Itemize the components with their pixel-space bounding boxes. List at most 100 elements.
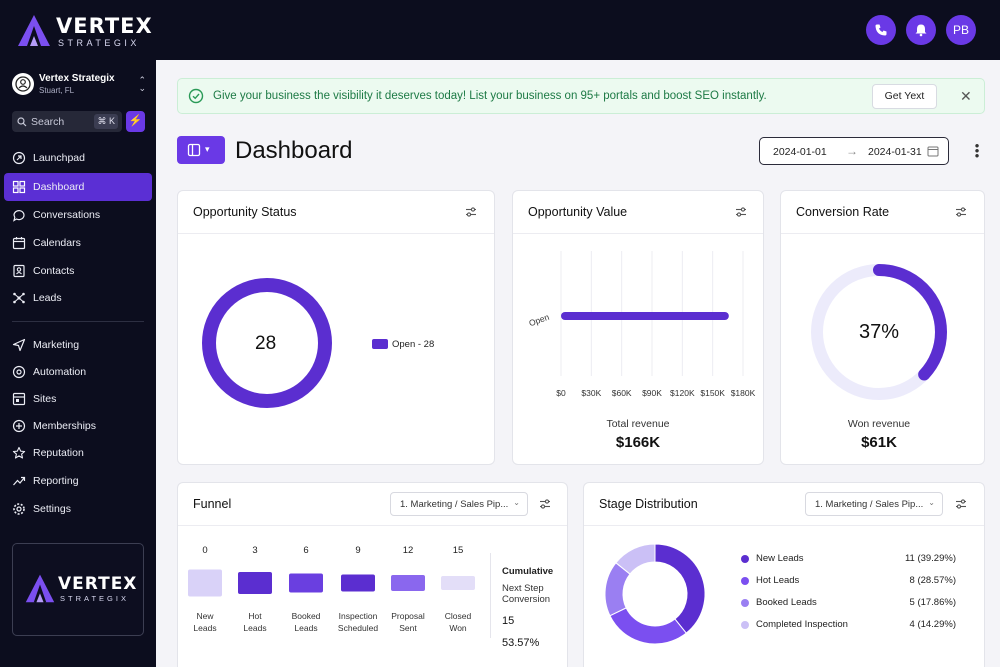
stage-slice[interactable]: [609, 607, 687, 645]
card-title: Conversion Rate: [796, 205, 890, 219]
pipeline-select[interactable]: 1. Marketing / Sales Pip... ⌄: [805, 492, 943, 516]
funnel-category-label: Leads: [193, 623, 216, 633]
card-brand-name: VERTEX: [58, 574, 138, 594]
brand-tagline: STRATEGIX: [58, 38, 140, 48]
quick-action-button[interactable]: ⚡: [126, 111, 145, 132]
sidebar-item-marketing[interactable]: Marketing: [4, 331, 152, 359]
pipeline-select-value: 1. Marketing / Sales Pip...: [400, 499, 509, 510]
funnel-category-label: Inspection: [339, 611, 378, 621]
conversion-rate-card: Conversion Rate 37% Won revenue $61K: [780, 190, 985, 465]
cumulative-value: 15: [502, 615, 515, 627]
arrow-right-icon: →: [846, 144, 858, 158]
x-tick-label: $120K: [670, 388, 695, 398]
filter-settings-icon[interactable]: [465, 206, 477, 218]
chevron-down-icon: ⌄: [513, 498, 520, 507]
sidebar-item-leads[interactable]: Leads: [4, 284, 152, 312]
filter-settings-icon[interactable]: [539, 498, 551, 510]
sidebar-item-label: Reputation: [33, 447, 84, 459]
sidebar-item-settings[interactable]: Settings: [4, 495, 152, 523]
funnel-bar[interactable]: [391, 575, 425, 591]
funnel-bar[interactable]: [188, 569, 222, 597]
card-divider: [513, 233, 763, 234]
sidebar-item-memberships[interactable]: Memberships: [4, 412, 152, 440]
brand-name: VERTEX: [56, 14, 153, 38]
get-yext-button[interactable]: Get Yext: [872, 84, 937, 109]
sidebar-item-contacts[interactable]: Contacts: [4, 257, 152, 285]
x-tick-label: $150K: [700, 388, 725, 398]
funnel-bar[interactable]: [238, 572, 272, 594]
view-switcher-button[interactable]: ▾: [177, 136, 225, 164]
date-range-picker[interactable]: 2024-01-01 → 2024-01-31: [759, 137, 949, 165]
gauge-value-arc[interactable]: [811, 264, 947, 400]
user-avatar-button[interactable]: PB: [946, 15, 976, 45]
legend-dot: [741, 621, 749, 629]
leads-icon: [13, 292, 25, 304]
card-divider: [584, 525, 984, 526]
sidebar-item-launchpad[interactable]: Launchpad: [4, 144, 152, 172]
card-title: Opportunity Status: [193, 205, 297, 219]
funnel-bar[interactable]: [341, 574, 375, 592]
notifications-button[interactable]: [906, 15, 936, 45]
search-box[interactable]: Search ⌘ K: [12, 111, 122, 132]
card-brand-tagline: STRATEGIX: [60, 594, 129, 603]
funnel-category-label: Won: [449, 623, 467, 633]
sidebar-item-label: Leads: [33, 292, 62, 304]
stage-slice[interactable]: [654, 543, 706, 634]
sidebar-item-dashboard[interactable]: Dashboard: [4, 173, 152, 201]
sidebar-item-label: Reporting: [33, 475, 79, 487]
sidebar-item-reputation[interactable]: Reputation: [4, 439, 152, 467]
sidebar-item-calendars[interactable]: Calendars: [4, 229, 152, 257]
phone-icon: [875, 24, 887, 36]
filter-settings-icon[interactable]: [735, 206, 747, 218]
sidebar-item-label: Sites: [33, 393, 57, 405]
sidebar: VERTEX STRATEGIX Vertex Strategix Stuart…: [0, 0, 156, 667]
more-options-icon[interactable]: • • •: [974, 138, 980, 163]
funnel-category-label: New: [196, 611, 214, 621]
account-switcher[interactable]: Vertex Strategix Stuart, FL ⌃ ⌄: [12, 70, 146, 100]
donut-slice-open[interactable]: [202, 278, 332, 408]
funnel-category-label: Leads: [243, 623, 266, 633]
funnel-bar[interactable]: [289, 573, 323, 593]
next-step-conversion-label: Next Step Conversion: [502, 583, 551, 605]
sidebar-item-label: Marketing: [33, 339, 80, 351]
won-revenue-label: Won revenue: [847, 418, 911, 430]
funnel-category-label: Sent: [399, 623, 417, 633]
vertex-logo-icon: [25, 574, 55, 603]
dashboard-grid-icon: [12, 180, 26, 194]
opportunity-status-card: Opportunity Status 28 Open - 28: [177, 190, 495, 465]
filter-settings-icon[interactable]: [955, 498, 967, 510]
bar-open[interactable]: [561, 312, 729, 320]
sidebar-item-label: Settings: [33, 503, 71, 515]
legend-label: Completed Inspection: [756, 619, 848, 630]
phone-button[interactable]: [866, 15, 896, 45]
x-tick-label: $0: [556, 388, 566, 398]
funnel-category-label: Booked: [292, 611, 321, 621]
pipeline-select[interactable]: 1. Marketing / Sales Pip... ⌄: [390, 492, 528, 516]
stage-distribution-card: Stage Distribution 1. Marketing / Sales …: [583, 482, 985, 667]
sidebar-divider: [12, 321, 144, 322]
legend-value: 4 (14.29%): [909, 619, 956, 630]
x-tick-label: $180K: [731, 388, 756, 398]
sidebar-item-conversations[interactable]: Conversations: [4, 201, 152, 229]
legend-value: 5 (17.86%): [909, 597, 956, 608]
funnel-bar[interactable]: [441, 576, 475, 590]
sidebar-brand-card: VERTEX STRATEGIX: [12, 543, 144, 636]
conversion-rate-gauge: [811, 264, 947, 400]
stage-slice[interactable]: [615, 543, 656, 575]
legend-label: Booked Leads: [756, 597, 817, 608]
topbar: PB: [156, 0, 1000, 60]
close-icon[interactable]: ✕: [960, 88, 972, 104]
launchpad-icon: [12, 151, 26, 165]
sidebar-item-label: Calendars: [33, 237, 81, 249]
filter-settings-icon[interactable]: [955, 206, 967, 218]
card-divider: [178, 525, 567, 526]
calendar-icon: [927, 146, 939, 157]
legend-label: Open - 28: [392, 339, 435, 350]
brand-logo[interactable]: VERTEX STRATEGIX: [16, 12, 152, 50]
gear-icon: [13, 503, 25, 515]
sidebar-item-reporting[interactable]: Reporting: [4, 467, 152, 495]
funnel-chart: 0 New Leads 3 Hot Leads 6 Booked Leads 9 Inspectio…: [188, 545, 475, 633]
x-tick-label: $60K: [612, 388, 632, 398]
sidebar-item-automation[interactable]: Automation: [4, 358, 152, 386]
sidebar-item-sites[interactable]: Sites: [4, 385, 152, 413]
